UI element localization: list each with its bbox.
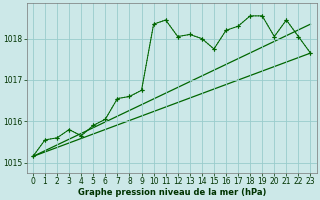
X-axis label: Graphe pression niveau de la mer (hPa): Graphe pression niveau de la mer (hPa) [77, 188, 266, 197]
